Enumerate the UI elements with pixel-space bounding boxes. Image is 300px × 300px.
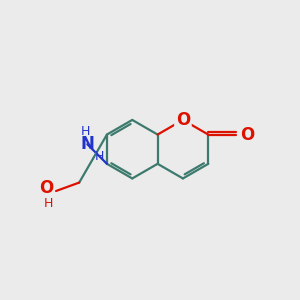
- Text: H: H: [95, 150, 104, 163]
- Text: H: H: [81, 125, 91, 138]
- Text: O: O: [176, 111, 190, 129]
- Text: O: O: [39, 179, 53, 197]
- Text: N: N: [80, 135, 94, 153]
- Text: H: H: [44, 197, 53, 210]
- Text: O: O: [241, 126, 255, 144]
